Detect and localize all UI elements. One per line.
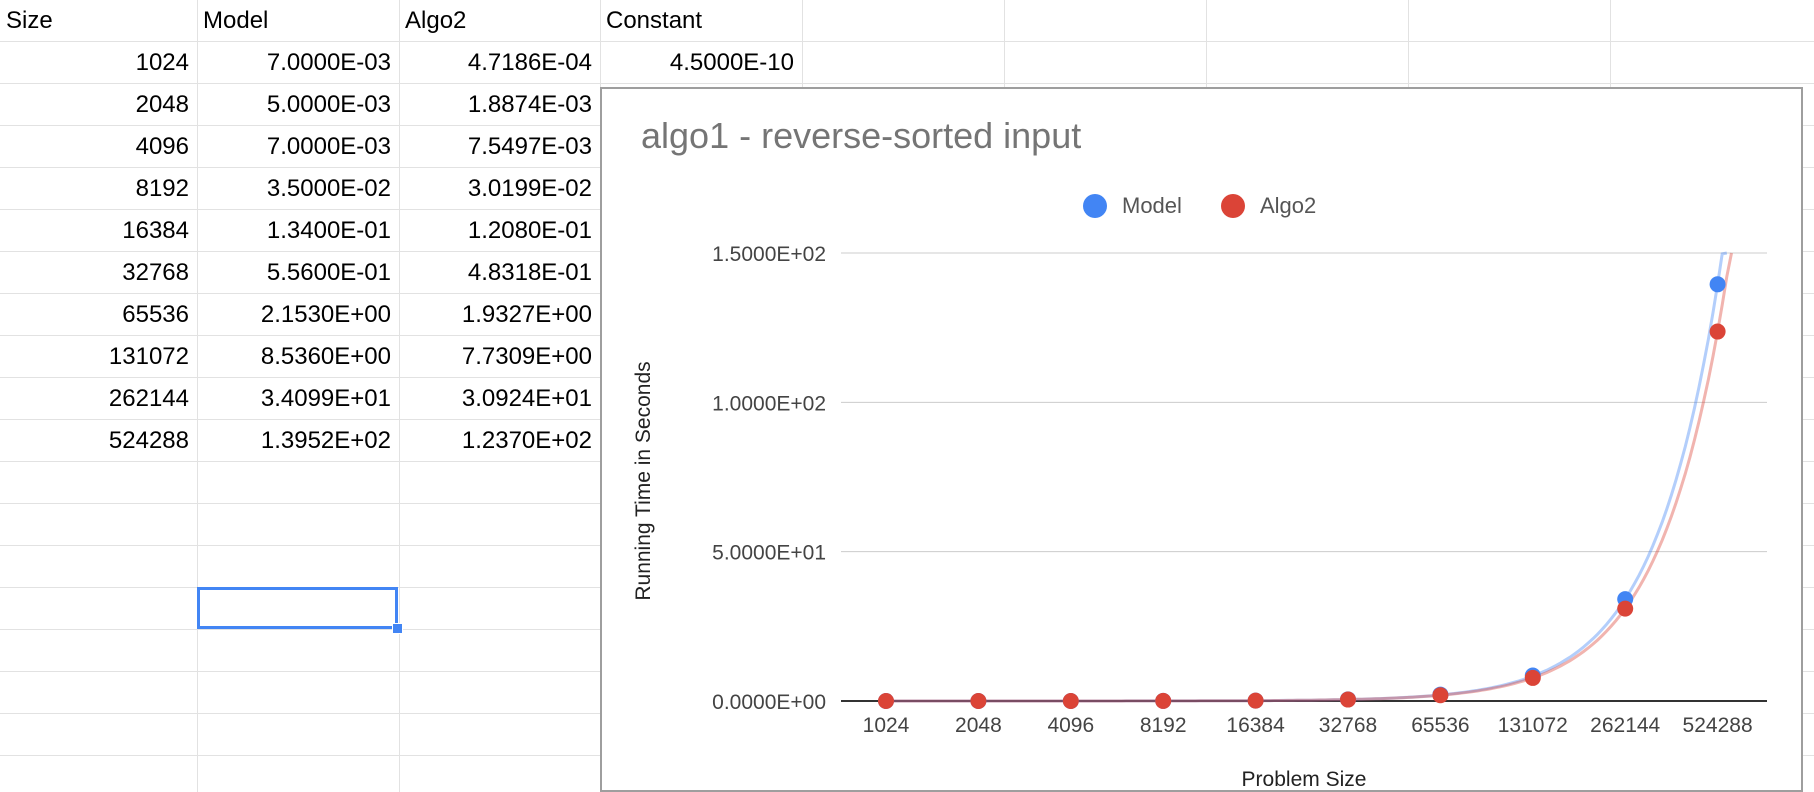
data-cell[interactable]: 4.5000E-10 (669, 49, 794, 76)
point-algo2[interactable] (1709, 323, 1726, 340)
data-cell[interactable]: 7.7309E+00 (461, 343, 592, 370)
point-algo2[interactable] (1432, 687, 1449, 704)
data-cell[interactable]: 7.5497E-03 (467, 133, 592, 160)
data-cell[interactable]: 8.5360E+00 (260, 343, 391, 370)
point-algo2[interactable] (878, 692, 894, 709)
y-axis-label: Running Time in Seconds (632, 361, 655, 600)
point-algo2[interactable] (1155, 692, 1172, 709)
data-cell[interactable]: 1.2080E-01 (467, 217, 592, 244)
column-header-cell[interactable]: Model (203, 7, 269, 34)
data-cell[interactable]: 524288 (108, 427, 189, 454)
trendline-model (886, 251, 1728, 703)
column-header-cell[interactable]: Constant (606, 7, 703, 34)
point-algo2[interactable] (1617, 600, 1634, 617)
point-algo2[interactable] (1524, 669, 1541, 686)
legend-label: Algo2 (1260, 193, 1316, 218)
data-cell[interactable]: 131072 (108, 343, 189, 370)
chart-container[interactable]: 0.0000E+00 5.0000E+01 1.0000E+02 1.5000E+02… (600, 87, 1803, 792)
column-header-cell[interactable]: Algo2 (405, 7, 467, 34)
fill-handle[interactable] (392, 623, 403, 634)
point-algo2[interactable] (1062, 692, 1079, 709)
data-cell[interactable]: 4.7186E-04 (467, 49, 592, 76)
x-tick-label: 2048 (955, 714, 1002, 737)
x-tick-label: 16384 (1226, 714, 1285, 737)
legend-label: Model (1122, 193, 1182, 218)
data-cell[interactable]: 4.8318E-01 (467, 259, 592, 286)
data-cell[interactable]: 3.0924E+01 (461, 385, 592, 412)
y-tick-label: 1.5000E+02 (712, 243, 826, 266)
chart-svg: 0.0000E+00 5.0000E+01 1.0000E+02 1.5000E+02… (632, 115, 1767, 790)
column-gridline (197, 0, 198, 792)
row-gridline (0, 41, 1814, 42)
data-cell[interactable]: 7.0000E-03 (266, 49, 391, 76)
x-tick-label: 524288 (1683, 714, 1753, 737)
trendline-algo2 (886, 252, 1733, 703)
data-cell[interactable]: 5.5600E-01 (266, 259, 391, 286)
selected-cell[interactable] (197, 587, 398, 629)
data-cell[interactable]: 262144 (108, 385, 189, 412)
point-algo2[interactable] (1247, 692, 1264, 709)
y-tick-label: 5.0000E+01 (712, 542, 826, 565)
x-tick-label: 4096 (1047, 714, 1094, 737)
row-gridline (0, 83, 1814, 84)
legend-swatch (1221, 194, 1245, 218)
point-algo2[interactable] (1340, 691, 1356, 708)
data-cell[interactable]: 8192 (135, 175, 189, 202)
x-axis-label: Problem Size (1242, 768, 1367, 790)
point-algo2[interactable] (970, 692, 987, 709)
data-cell[interactable]: 32768 (122, 259, 189, 286)
x-tick-label: 1024 (863, 714, 910, 737)
column-header-cell[interactable]: Size (6, 7, 53, 34)
data-cell[interactable]: 65536 (122, 301, 189, 328)
x-tick-label: 8192 (1140, 714, 1187, 737)
data-cell[interactable]: 1.3400E-01 (266, 217, 391, 244)
x-tick-label: 131072 (1498, 714, 1568, 737)
column-gridline (399, 0, 400, 792)
chart-title: algo1 - reverse-sorted input (641, 115, 1081, 156)
data-cell[interactable]: 7.0000E-03 (266, 133, 391, 160)
data-cell[interactable]: 3.4099E+01 (260, 385, 391, 412)
legend-swatch (1083, 194, 1107, 218)
data-cell[interactable]: 5.0000E-03 (266, 91, 391, 118)
data-cell[interactable]: 3.5000E-02 (266, 175, 391, 202)
data-cell[interactable]: 3.0199E-02 (467, 175, 592, 202)
data-cell[interactable]: 2048 (135, 91, 189, 118)
point-model[interactable] (1709, 276, 1726, 293)
data-cell[interactable]: 1.2370E+02 (461, 427, 592, 454)
x-tick-label: 65536 (1411, 714, 1469, 737)
x-tick-label: 32768 (1319, 714, 1377, 737)
data-cell[interactable]: 1.9327E+00 (461, 301, 592, 328)
data-cell[interactable]: 4096 (135, 133, 189, 160)
data-cell[interactable]: 1024 (135, 49, 189, 76)
data-cell[interactable]: 1.8874E-03 (467, 91, 592, 118)
data-cell[interactable]: 16384 (122, 217, 189, 244)
y-tick-label: 1.0000E+02 (712, 392, 826, 415)
y-tick-label: 0.0000E+00 (712, 691, 826, 714)
data-cell[interactable]: 1.3952E+02 (260, 427, 391, 454)
data-cell[interactable]: 2.1530E+00 (260, 301, 391, 328)
x-tick-label: 262144 (1590, 714, 1660, 737)
